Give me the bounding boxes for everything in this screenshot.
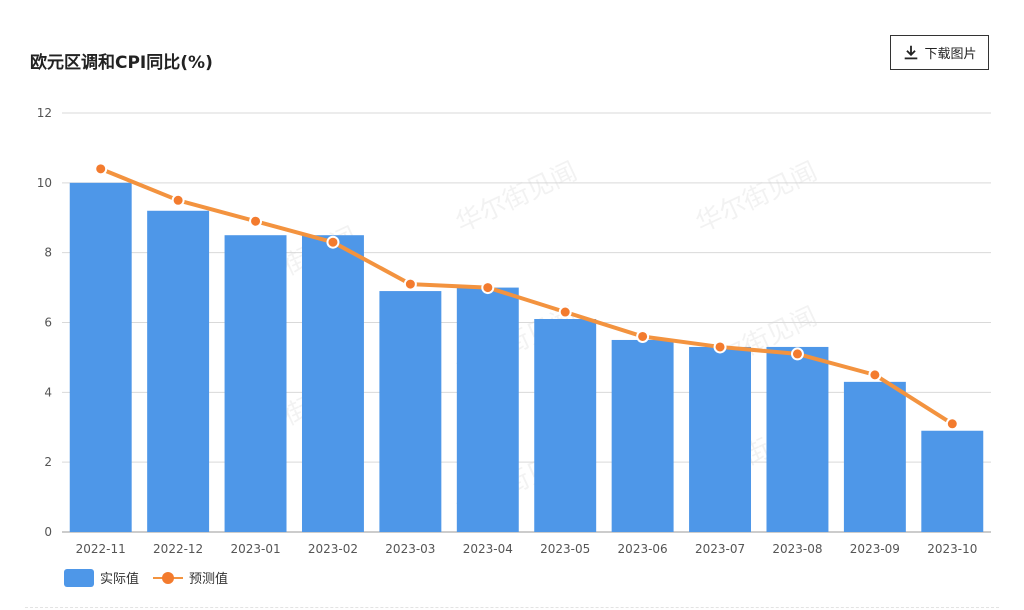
x-tick-label: 2022-11 <box>76 542 126 556</box>
x-tick-label: 2023-03 <box>385 542 435 556</box>
forecast-point <box>326 235 340 249</box>
x-tick-label: 2023-06 <box>618 542 668 556</box>
forecast-point <box>249 214 263 228</box>
bar <box>534 319 597 532</box>
bar <box>147 210 210 532</box>
x-tick-label: 2023-05 <box>540 542 590 556</box>
watermark-text: 华尔街见闻 <box>691 157 822 239</box>
forecast-point <box>790 347 804 361</box>
bar <box>689 346 752 532</box>
x-tick-label: 2023-04 <box>463 542 513 556</box>
bar <box>456 287 519 532</box>
bar <box>843 381 906 532</box>
forecast-point <box>94 162 108 176</box>
legend-line-swatch <box>153 569 184 587</box>
bar <box>301 235 364 533</box>
y-tick-label: 0 <box>44 525 52 539</box>
forecast-point <box>945 417 959 431</box>
x-tick-label: 2023-10 <box>927 542 977 556</box>
forecast-point <box>558 305 572 319</box>
forecast-point <box>868 368 882 382</box>
legend: 实际值 预测值 <box>64 568 242 587</box>
bar <box>379 291 442 532</box>
forecast-line <box>98 166 955 426</box>
x-tick-label: 2023-09 <box>850 542 900 556</box>
legend-label-forecast: 预测值 <box>189 572 229 587</box>
legend-item-forecast[interactable]: 预测值 <box>153 568 228 587</box>
bottom-divider <box>25 607 999 608</box>
bar <box>611 339 674 532</box>
x-tick-label: 2023-02 <box>308 542 358 556</box>
y-tick-label: 6 <box>44 316 52 330</box>
bar <box>224 235 287 533</box>
x-tick-label: 2023-01 <box>230 542 280 556</box>
y-tick-label: 12 <box>37 106 52 120</box>
y-tick-label: 2 <box>44 455 52 469</box>
x-tick-label: 2023-08 <box>772 542 822 556</box>
bar <box>766 346 829 532</box>
download-image-button[interactable]: 下载图片 <box>890 35 989 70</box>
legend-item-actual[interactable]: 实际值 <box>64 568 139 587</box>
forecast-point <box>713 340 727 354</box>
download-icon <box>905 45 918 59</box>
forecast-point <box>403 277 417 291</box>
y-tick-label: 8 <box>44 246 52 260</box>
y-tick-label: 10 <box>37 176 52 190</box>
x-tick-label: 2022-12 <box>153 542 203 556</box>
legend-bar-swatch <box>64 568 94 587</box>
forecast-point <box>481 281 495 295</box>
x-tick-label: 2023-07 <box>695 542 745 556</box>
bar <box>69 182 132 533</box>
download-label: 下载图片 <box>924 47 977 62</box>
chart-title: 欧元区调和CPI同比(%) <box>30 53 213 73</box>
y-tick-label: 4 <box>44 385 52 399</box>
forecast-point <box>636 329 650 343</box>
forecast-point <box>171 193 185 207</box>
bar <box>921 430 984 532</box>
legend-label-actual: 实际值 <box>100 572 140 587</box>
watermark-text: 华尔街见闻 <box>451 157 582 239</box>
